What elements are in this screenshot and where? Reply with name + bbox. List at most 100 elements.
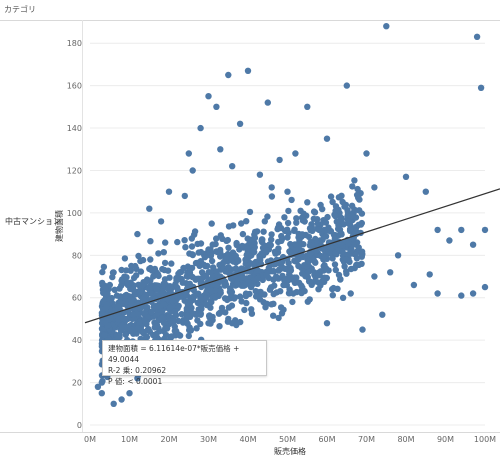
data-point[interactable] (141, 309, 149, 317)
data-point[interactable] (102, 305, 110, 312)
data-point[interactable] (349, 183, 356, 190)
data-point[interactable] (193, 325, 200, 332)
data-point[interactable] (251, 248, 258, 256)
data-point[interactable] (353, 191, 361, 199)
data-point[interactable] (222, 309, 229, 316)
data-point[interactable] (275, 245, 282, 252)
data-point[interactable] (233, 239, 240, 247)
data-point[interactable] (281, 214, 288, 221)
data-point[interactable] (292, 241, 300, 248)
data-point[interactable] (124, 315, 131, 323)
data-point[interactable] (182, 290, 190, 298)
data-point[interactable] (197, 311, 204, 318)
data-point[interactable] (233, 280, 241, 287)
data-point[interactable] (216, 323, 223, 330)
data-point[interactable] (266, 241, 273, 248)
data-point[interactable] (275, 314, 282, 322)
data-point[interactable] (469, 241, 477, 248)
data-point[interactable] (132, 262, 139, 270)
data-point[interactable] (273, 273, 280, 280)
data-point[interactable] (228, 302, 236, 309)
data-point[interactable] (268, 236, 275, 243)
data-point[interactable] (348, 202, 356, 209)
data-point[interactable] (264, 213, 271, 220)
data-point[interactable] (174, 275, 181, 282)
data-point[interactable] (100, 263, 108, 271)
data-point[interactable] (218, 304, 226, 312)
data-point[interactable] (122, 331, 129, 338)
data-point[interactable] (330, 284, 337, 292)
data-point[interactable] (159, 265, 166, 273)
data-point[interactable] (289, 298, 296, 306)
data-point[interactable] (291, 227, 298, 234)
data-point[interactable] (272, 250, 279, 257)
data-point[interactable] (243, 218, 250, 225)
data-point[interactable] (317, 252, 324, 260)
data-point[interactable] (202, 300, 210, 308)
data-point[interactable] (198, 275, 205, 282)
data-point[interactable] (223, 237, 230, 244)
data-point[interactable] (143, 333, 151, 341)
data-point[interactable] (134, 324, 142, 332)
data-point[interactable] (205, 246, 212, 253)
data-point[interactable] (106, 281, 114, 289)
data-point[interactable] (172, 327, 180, 335)
data-point[interactable] (207, 269, 214, 276)
data-point[interactable] (347, 290, 354, 297)
data-point[interactable] (213, 103, 220, 111)
data-point[interactable] (322, 219, 330, 226)
data-point[interactable] (358, 248, 366, 255)
data-point[interactable] (306, 242, 314, 249)
data-point[interactable] (270, 300, 277, 307)
data-point[interactable] (189, 251, 196, 258)
data-point[interactable] (146, 265, 153, 273)
data-point[interactable] (217, 146, 224, 153)
data-point[interactable] (402, 173, 410, 180)
data-point[interactable] (326, 244, 334, 251)
data-point[interactable] (187, 272, 194, 279)
data-point[interactable] (98, 390, 106, 397)
data-point[interactable] (282, 265, 289, 272)
data-point[interactable] (268, 193, 276, 200)
data-point[interactable] (260, 299, 267, 306)
data-point[interactable] (434, 226, 441, 234)
data-point[interactable] (301, 262, 308, 269)
data-point[interactable] (315, 226, 323, 234)
data-point[interactable] (143, 305, 150, 312)
data-point[interactable] (458, 226, 465, 234)
data-point[interactable] (278, 310, 286, 317)
data-point[interactable] (118, 282, 125, 289)
data-point[interactable] (118, 277, 125, 284)
data-point[interactable] (106, 296, 113, 304)
data-point[interactable] (426, 271, 433, 278)
data-point[interactable] (325, 224, 332, 231)
data-point[interactable] (104, 322, 112, 329)
data-point[interactable] (208, 288, 215, 295)
data-point[interactable] (251, 234, 259, 242)
data-point[interactable] (458, 292, 465, 299)
data-point[interactable] (304, 103, 311, 111)
data-point[interactable] (217, 287, 224, 295)
data-point[interactable] (379, 311, 386, 318)
data-point[interactable] (175, 317, 182, 325)
data-point[interactable] (185, 150, 192, 157)
data-point[interactable] (287, 267, 295, 274)
data-point[interactable] (148, 308, 155, 316)
data-point[interactable] (337, 240, 345, 247)
data-point[interactable] (469, 290, 477, 297)
data-point[interactable] (268, 231, 275, 238)
data-point[interactable] (156, 303, 163, 310)
data-point[interactable] (290, 290, 297, 297)
data-point[interactable] (347, 247, 354, 254)
data-point[interactable] (201, 254, 209, 261)
data-point[interactable] (162, 331, 170, 339)
data-point[interactable] (358, 260, 365, 267)
data-point[interactable] (178, 311, 185, 318)
data-point[interactable] (477, 84, 485, 92)
data-point[interactable] (300, 210, 307, 217)
data-point[interactable] (205, 320, 212, 327)
data-point[interactable] (99, 326, 106, 333)
data-point[interactable] (236, 293, 244, 300)
data-point[interactable] (311, 269, 318, 276)
data-point[interactable] (153, 286, 161, 293)
